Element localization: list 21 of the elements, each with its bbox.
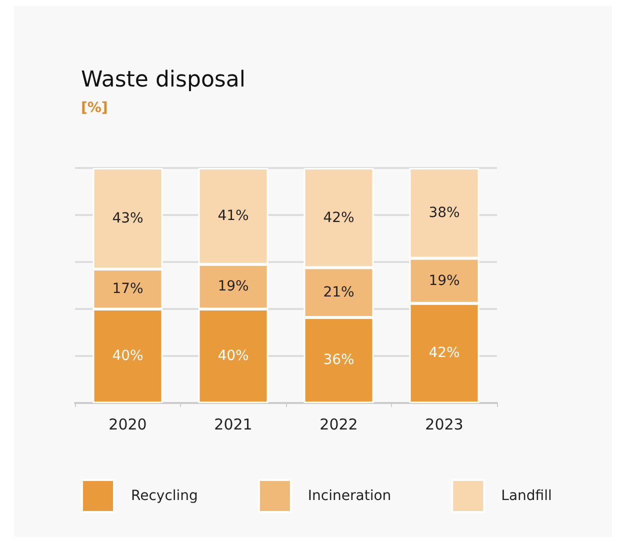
data-label: 42% xyxy=(323,210,354,226)
legend-label: Incineration xyxy=(308,488,392,504)
data-label: 19% xyxy=(218,278,249,295)
data-label: 40% xyxy=(218,348,249,364)
data-label: 43% xyxy=(112,210,144,227)
data-label: 38% xyxy=(428,205,460,222)
data-label: 21% xyxy=(323,284,354,301)
legend-label: Recycling xyxy=(131,488,198,504)
data-label: 17% xyxy=(112,281,144,298)
data-label: 36% xyxy=(323,352,354,368)
x-tick-label: 2022 xyxy=(320,416,358,434)
data-label: 19% xyxy=(428,272,460,289)
chart-subtitle: [%] xyxy=(81,100,108,116)
data-label: 40% xyxy=(112,348,144,364)
x-tick-label: 2020 xyxy=(108,416,147,434)
x-tick-label: 2021 xyxy=(214,416,252,434)
chart-title: Waste disposal xyxy=(81,68,246,92)
data-label: 41% xyxy=(218,208,249,224)
data-label: 42% xyxy=(428,345,460,362)
legend-label: Landfill xyxy=(501,488,552,504)
x-tick-label: 2023 xyxy=(425,416,464,434)
